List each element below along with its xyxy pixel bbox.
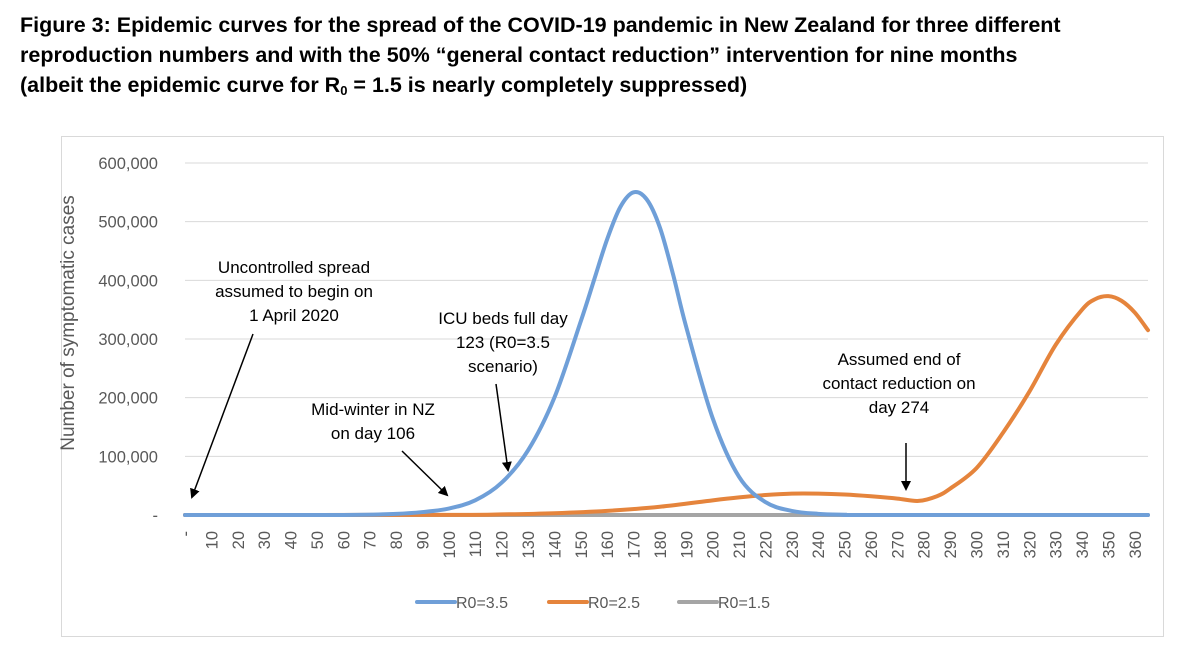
x-tick-label: 270 [889,531,907,559]
annotation-icu-beds-full: ICU beds full day 123 (R0=3.5 scenario) [438,309,568,472]
chart-frame [61,136,1164,637]
legend-label: R0=1.5 [718,595,770,612]
caption-line-3: (albeit the epidemic curve for R0 = 1.5 … [20,70,1185,106]
y-tick-label: 600,000 [98,155,158,173]
series-line-r0-2-5 [183,294,1150,517]
figure-caption: Figure 3: Epidemic curves for the spread… [20,10,1185,106]
x-tick-label: 80 [388,531,406,549]
annotation-line: contact reduction on [822,374,975,393]
y-tick-label: - [153,507,159,525]
annotation-start-of-spread: Uncontrolled spread assumed to begin on 1 … [190,258,373,499]
x-tick-label: 60 [335,531,353,549]
x-tick-label: 90 [414,531,432,549]
x-tick-label: 260 [863,531,881,559]
series-line-r0-3-5 [183,190,1150,518]
annotation-end-of-contact-reduction: Assumed end of contact reduction on day 27… [822,350,976,491]
annotation-line: on day 106 [331,424,415,443]
x-tick-label: 30 [256,531,274,549]
legend-item-r0-1-5[interactable]: R0=1.5 [677,595,770,612]
x-tick-label: 240 [810,531,828,559]
x-tick-label: 290 [942,531,960,559]
legend[interactable]: R0=3.5 R0=2.5 R0=1.5 [415,595,770,612]
annotation-line: Mid-winter in NZ [311,400,435,419]
x-tick-label: 70 [362,531,380,549]
annotation-line: ICU beds full day [438,309,568,328]
caption-line-3-post: = 1.5 is nearly completely suppressed) [347,73,748,97]
x-tick-label: 330 [1048,531,1066,559]
caption-line-2: reproduction numbers and with the 50% “g… [20,43,1018,67]
caption-subscript: 0 [340,83,348,98]
x-tick-label: 140 [546,531,564,559]
x-tick-label: 320 [1021,531,1039,559]
annotation-line: Uncontrolled spread [218,258,370,277]
legend-label: R0=2.5 [588,595,640,612]
x-tick-label: 180 [652,531,670,559]
y-tick-label: 400,000 [98,272,158,290]
x-tick-label: 200 [705,531,723,559]
x-tick-label: 360 [1127,531,1145,559]
y-tick-label: 300,000 [98,331,158,349]
annotation-mid-winter: Mid-winter in NZ on day 106 [311,400,449,497]
x-tick-label: 20 [230,531,248,549]
x-tick-label: 120 [494,531,512,559]
x-tick-label: 100 [441,531,459,559]
x-tick-label: 130 [520,531,538,559]
caption-line-3-pre: (albeit the epidemic curve for R [20,73,341,97]
annotation-line: assumed to begin on [215,282,373,301]
y-axis-label: Number of symptomatic cases [58,195,79,451]
y-axis-ticks: - 100,000 200,000 300,000 400,000 500,000 600,… [98,155,158,525]
annotations: Uncontrolled spread assumed to begin on 1 … [190,258,976,499]
x-tick-label: 340 [1074,531,1092,559]
y-tick-label: 200,000 [98,390,158,408]
annotation-line: day 274 [869,398,930,417]
x-tick-label: 310 [995,531,1013,559]
annotation-arrow [190,333,254,499]
x-tick-label: 220 [757,531,775,559]
legend-item-r0-3-5[interactable]: R0=3.5 [415,595,508,612]
y-tick-label: 100,000 [98,448,158,466]
caption-line-1: Figure 3: Epidemic curves for the spread… [20,13,1061,37]
annotation-line: scenario) [468,357,538,376]
annotation-line: 1 April 2020 [249,306,339,325]
x-tick-label: 350 [1100,531,1118,559]
x-tick-label: 160 [599,531,617,559]
x-tick-label: 110 [467,531,485,557]
annotation-arrow [401,450,449,497]
x-tick-label: 40 [283,531,301,549]
series-lines [183,190,1150,518]
x-tick-label: 190 [678,531,696,559]
x-tick-label: 300 [969,531,987,559]
legend-label: R0=3.5 [456,595,508,612]
legend-item-r0-2-5[interactable]: R0=2.5 [547,595,640,612]
x-tick-label: 250 [837,531,855,559]
x-axis-ticks: - 10 20 30 40 50 60 70 80 90 100 110 120 130 140 150 160… [177,531,1145,559]
y-tick-label: 500,000 [98,214,158,232]
annotation-line: 123 (R0=3.5 [456,333,550,352]
x-tick-label: - [177,531,195,537]
x-tick-label: 280 [916,531,934,559]
gridlines [185,162,1148,516]
x-tick-label: 210 [731,531,749,559]
x-tick-label: 230 [784,531,802,559]
x-tick-label: 10 [203,531,221,549]
annotation-arrow [495,383,512,472]
x-tick-label: 150 [573,531,591,559]
x-tick-label: 170 [626,531,644,559]
annotation-line: Assumed end of [838,350,961,369]
x-tick-label: 50 [309,531,327,549]
